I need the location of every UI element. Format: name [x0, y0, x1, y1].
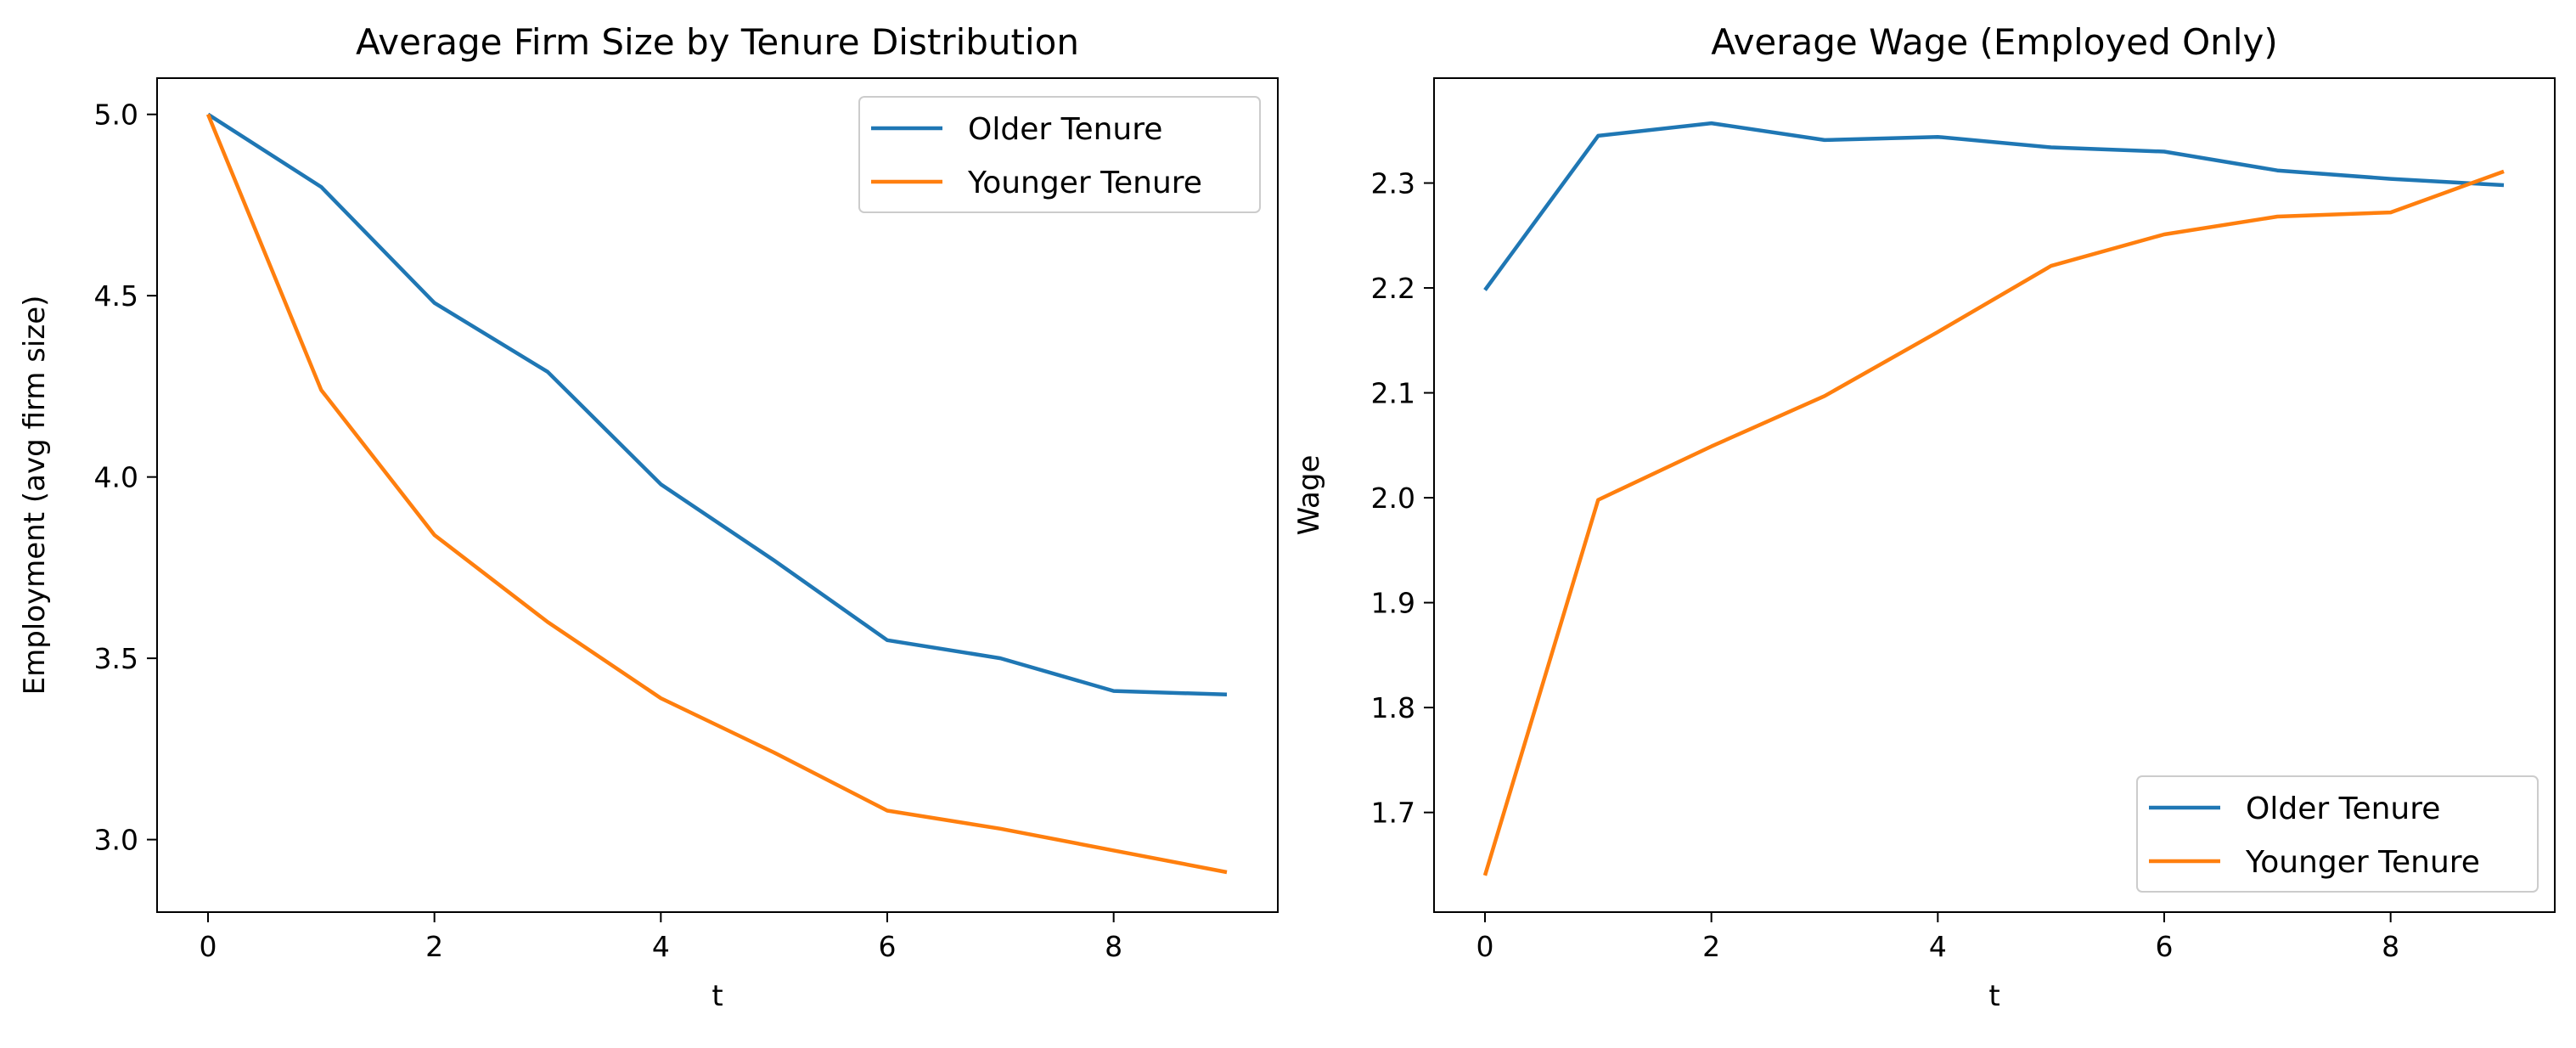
chart-0-x-tick-label: 6	[879, 930, 897, 963]
chart-1-y-tick-label: 2.0	[1371, 482, 1415, 515]
chart-0-y-tick-label: 4.0	[94, 461, 138, 494]
chart-0-x-tick-label: 0	[200, 930, 217, 963]
chart-0-y-tick-label: 3.5	[94, 642, 138, 675]
chart-1-y-tick-label: 1.8	[1371, 691, 1415, 724]
chart-1-x-tick-label: 4	[1929, 930, 1947, 963]
chart-1-y-axis-label: Wage	[1292, 455, 1326, 536]
chart-0-y-tick-label: 3.0	[94, 824, 138, 857]
wage-chart: Average Wage (Employed Only) 0 2 4 6 8 1.7 1.8 1…	[1292, 21, 2556, 1013]
chart-1-x-tick-label: 8	[2382, 930, 2399, 963]
chart-1-series-line-older-tenure	[1483, 121, 2505, 291]
chart-1-title: Average Wage (Employed Only)	[1711, 21, 2277, 63]
chart-0-legend-label: Younger Tenure	[967, 166, 1202, 200]
chart-0-y-axis-label: Employment (avg firm size)	[18, 296, 52, 696]
chart-0-y-tick-label: 5.0	[94, 99, 138, 132]
chart-0-legend-label: Older Tenure	[968, 112, 1162, 147]
chart-1-y-tick-label: 2.1	[1371, 377, 1415, 410]
chart-0-title: Average Firm Size by Tenure Distribution	[356, 21, 1079, 63]
chart-0-x-tick-label: 8	[1105, 930, 1122, 963]
chart-0-x-tick-label: 4	[652, 930, 670, 963]
firm-size-chart: Average Firm Size by Tenure Distribution…	[18, 21, 1279, 1013]
chart-0-legend: Older Tenure Younger Tenure	[858, 96, 1261, 213]
chart-0-series-line-older-tenure	[206, 112, 1228, 697]
chart-0-x-tick-label: 2	[425, 930, 443, 963]
chart-1-x-tick-label: 2	[1702, 930, 1720, 963]
chart-0-plot-frame	[156, 77, 1279, 913]
chart-1-series-line-younger-tenure	[1482, 169, 2505, 876]
chart-1-legend-box	[2136, 775, 2539, 893]
chart-0-y-tick-label: 4.5	[94, 279, 138, 313]
chart-1-y-tick-label: 2.2	[1371, 272, 1415, 305]
chart-1-y-tick-label: 1.9	[1371, 587, 1415, 620]
chart-1-legend: Older Tenure Younger Tenure	[2136, 775, 2539, 893]
chart-1-legend-label: Younger Tenure	[2245, 845, 2480, 880]
chart-1-plot-frame	[1433, 77, 2556, 913]
chart-1-x-tick-label: 6	[2156, 930, 2174, 963]
chart-1-x-tick-label: 0	[1476, 930, 1494, 963]
chart-1-x-axis-label: t	[1988, 979, 1999, 1013]
chart-1-legend-label: Older Tenure	[2246, 792, 2440, 826]
chart-0-series-line-younger-tenure	[205, 113, 1228, 875]
chart-1-y-tick-label: 1.7	[1371, 797, 1415, 830]
chart-0-x-axis-label: t	[711, 979, 723, 1013]
chart-1-y-tick-label: 2.3	[1371, 167, 1415, 200]
chart-0-legend-box	[858, 96, 1261, 213]
